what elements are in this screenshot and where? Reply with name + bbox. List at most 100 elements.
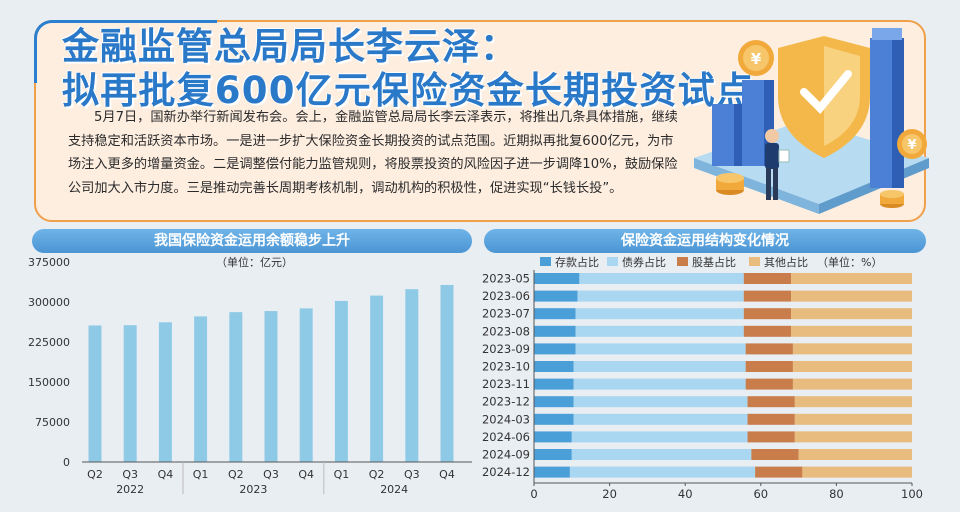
bar-segment [794,396,912,408]
year-group-label: 2022 [116,483,144,496]
y-tick-label: 2023-05 [482,272,530,286]
legend-swatch [749,257,760,266]
bar-segment [534,361,574,372]
bar-segment [534,466,570,478]
bar-segment [798,449,912,460]
bar-segment [534,431,572,443]
year-group-label: 2024 [380,483,408,496]
svg-text:¥: ¥ [751,50,762,68]
bar-segment [792,343,912,355]
y-tick-label: 2024-12 [482,465,530,479]
balance-y-axis: 0 75000 150000 225000 300000 375000 [28,256,70,469]
bar-segment [534,449,572,460]
bar-segment [791,290,912,302]
bar-segment [791,273,912,284]
bar-segment [743,273,792,284]
year-group-label: 2023 [239,483,267,496]
structure-stacked-bar-chart: 存款占比 债券占比 股基占比 其他占比 （单位：%） 2023-052023-06202… [482,255,923,501]
balance-bars [88,284,454,462]
bar-segment [534,343,576,355]
y-tick-label: 2023-09 [482,342,530,356]
x-tick-label: Q4 [158,468,174,481]
bar [229,312,243,462]
bar-segment [575,325,744,337]
bar-segment [751,449,799,460]
insurance-illustration: ¥ ¥ [694,28,929,214]
bar-segment [791,308,912,320]
bar-segment [794,431,912,443]
x-tick-label: 60 [753,487,768,501]
bar-segment [743,308,792,320]
y-tick-label: 2023-08 [482,324,530,338]
bar-segment [534,308,576,320]
yen-coin-icon-2: ¥ [897,129,927,159]
bar-segment [534,273,580,284]
legend-swatch [607,257,618,266]
bar-segment [534,378,574,390]
bar-segment [791,325,912,337]
legend-label: 其他占比 [764,255,808,269]
bar-segment [534,290,578,302]
x-tick-label: Q1 [334,468,350,481]
bar [299,308,313,462]
bar-segment [755,466,803,478]
legend-label: 债券占比 [622,255,666,269]
balance-chart-title: 我国保险资金运用余额稳步上升 [32,229,472,253]
shield-icon [778,36,870,158]
y-tick-label: 2023-10 [482,360,530,374]
bar-segment [571,449,752,460]
bar-segment [747,431,795,443]
x-tick-label: Q3 [122,468,138,481]
x-tick-label: 100 [901,487,923,501]
x-tick-label: Q4 [439,468,455,481]
x-tick-label: Q2 [369,468,385,481]
y-tick-label: 150000 [28,376,70,389]
bar-segment [573,378,746,390]
x-tick-label: 0 [530,487,537,501]
bar-segment [743,325,792,337]
coin-stack-icon [716,173,904,208]
x-tick-label: Q1 [193,468,209,481]
bar-segment [792,378,912,390]
legend-unit: （单位：%） [817,255,882,269]
yen-coin-icon: ¥ [738,40,774,76]
balance-unit-label: （单位：亿元） [216,255,293,269]
bar [405,289,419,462]
bar-segment [579,273,744,284]
bar-segment [745,361,793,372]
y-tick-label: 375000 [28,256,70,269]
bar-segment [794,413,912,425]
bar-segment [575,308,744,320]
bar-segment [575,343,746,355]
bar-segment [573,413,748,425]
x-tick-label: Q3 [263,468,279,481]
x-tick-label: Q3 [404,468,420,481]
legend-swatch [540,257,551,266]
structure-chart-title: 保险资金运用结构变化情况 [484,229,926,253]
balance-x-axis: Q2 Q3 Q4 Q1 Q2 Q3 Q4 Q1 Q2 Q3 Q4 2022 2023 2024 [82,461,472,496]
bar-segment [534,325,576,337]
svg-text:¥: ¥ [907,138,916,153]
bar [264,311,278,462]
bar [334,300,348,462]
structure-axes: 0 20 40 60 80 100 [530,270,923,501]
bar [194,316,208,462]
businessman-figure [765,129,790,200]
y-tick-label: 2023-06 [482,289,530,303]
structure-bars: 2023-05 2023-06 2023-07 2023-08 2023-09 2023-… [482,272,912,479]
y-tick-label: 2024-09 [482,448,530,462]
bar [123,325,137,462]
y-tick-label: 2023-12 [482,395,530,409]
y-tick-label: 2024-03 [482,412,530,426]
x-tick-label: 80 [829,487,844,501]
structure-legend: 存款占比 债券占比 股基占比 其他占比 （单位：%） [540,255,882,269]
headline-line-2: 拟再批复600亿元保险资金长期投资试点 [62,69,755,112]
y-tick-label: 2023-11 [482,377,530,391]
x-tick-label: 20 [602,487,617,501]
x-tick-label: Q4 [298,468,314,481]
bar-segment [577,290,744,302]
legend-label: 股基占比 [692,255,736,269]
y-tick-label: 2024-06 [482,430,530,444]
y-tick-label: 0 [63,456,70,469]
legend-swatch [677,257,688,266]
